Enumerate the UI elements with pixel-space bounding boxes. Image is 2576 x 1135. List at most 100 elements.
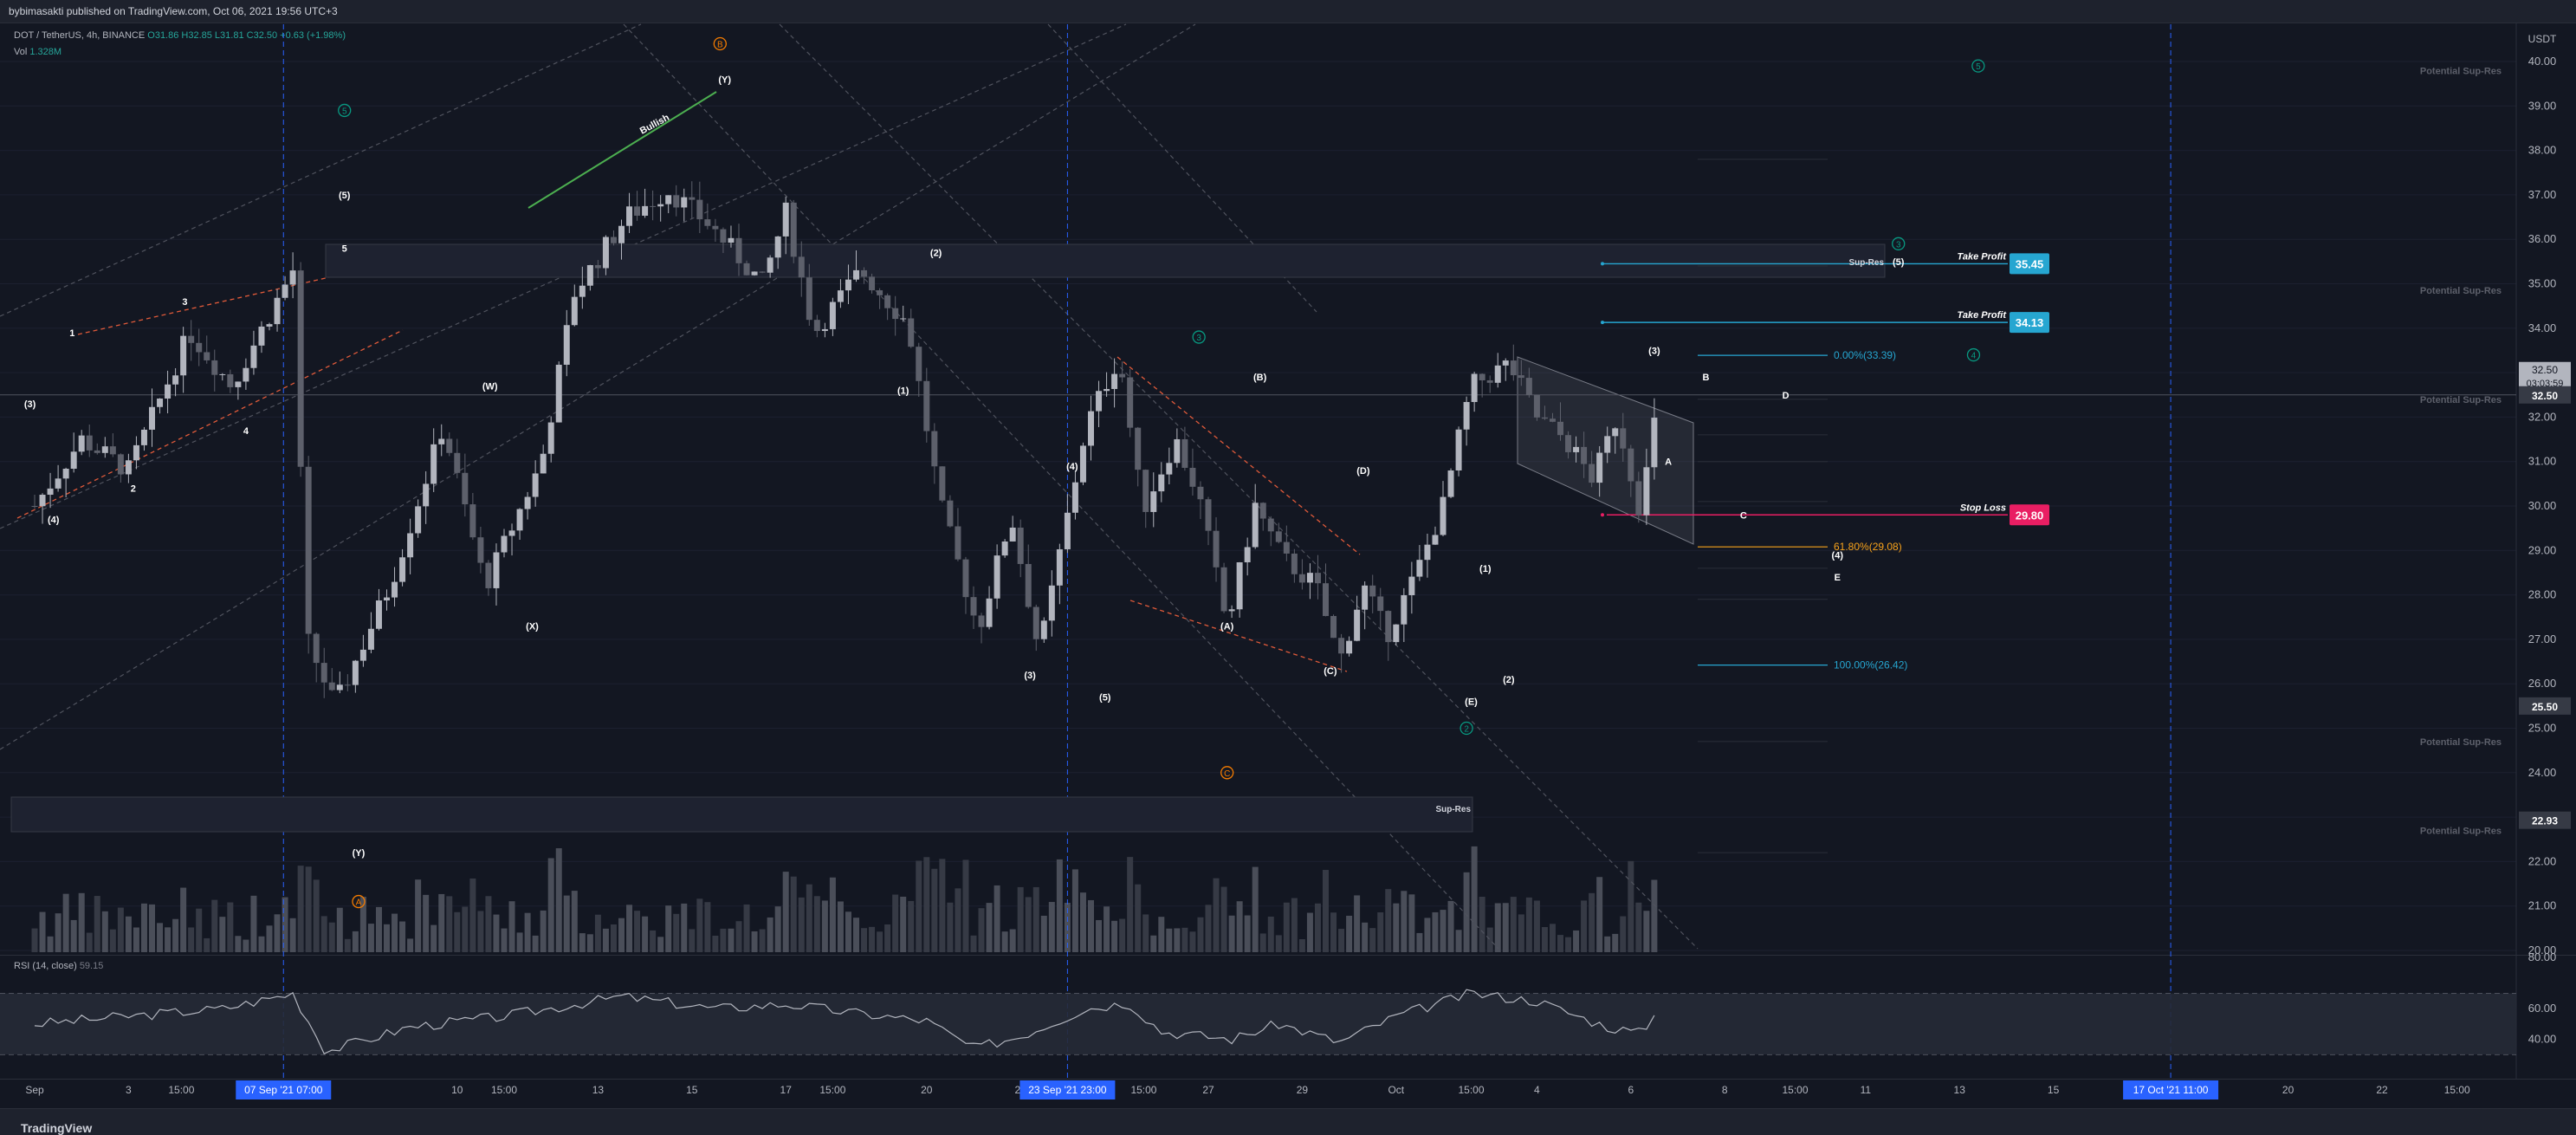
time-tick-label: 27 (1202, 1084, 1214, 1096)
candle-body (579, 285, 586, 297)
volume-bar (1369, 928, 1376, 952)
candle-body (1494, 365, 1501, 383)
candle-body (31, 506, 38, 507)
circled-wave-label: 3 (1196, 334, 1201, 343)
volume-label[interactable]: Vol (14, 47, 28, 57)
time-tick-label: 15 (686, 1084, 698, 1096)
candle-body (1565, 435, 1572, 452)
volume-bar (1150, 935, 1157, 952)
candle-body (1220, 567, 1227, 612)
volume-bar (1424, 918, 1431, 952)
price-tick-label: 37.00 (2528, 188, 2557, 201)
candle-body (508, 530, 515, 536)
volume-bar (1573, 930, 1580, 952)
candle-body (1174, 438, 1181, 464)
volume-bar (829, 877, 836, 952)
candle-body (352, 660, 359, 685)
volume-bar (157, 923, 164, 952)
volume-bar (1502, 903, 1509, 952)
candle-body (1362, 585, 1369, 610)
candle-body (149, 406, 155, 430)
wave-label: (2) (930, 249, 942, 259)
volume-bar (947, 902, 954, 952)
wedge-lower (16, 329, 404, 519)
volume-bar (1494, 903, 1501, 952)
candle-body (101, 446, 108, 453)
volume-bar (477, 911, 484, 952)
volume-bar (204, 937, 210, 952)
candle-body (673, 195, 680, 208)
volume-bar (673, 913, 680, 952)
symbol-label[interactable]: DOT / TetherUS, 4h, BINANCE (14, 30, 146, 41)
price-tick-label: 32.00 (2528, 410, 2557, 423)
rsi-line (34, 989, 1655, 1054)
price-tick-label: 31.00 (2528, 455, 2557, 468)
sup-res-label: Potential Sup-Res (2420, 737, 2502, 748)
price-level-badge-text: 22.93 (2532, 815, 2558, 827)
volume-bar (813, 896, 820, 952)
candle-body (430, 444, 437, 484)
volume-bar (219, 917, 226, 952)
candle-body (642, 205, 649, 216)
candle-body (1369, 585, 1376, 597)
candle-body (1025, 563, 1032, 607)
candle-body (767, 257, 773, 273)
circled-wave-marker (1966, 347, 1981, 362)
volume-bar (821, 900, 828, 952)
candle-body (704, 219, 711, 226)
candle-body (1071, 482, 1078, 513)
candle-body (1298, 574, 1305, 583)
circled-wave-label: C (1224, 769, 1230, 779)
volume-bar (352, 931, 359, 952)
volume-bar (986, 903, 993, 952)
candle-body (1314, 573, 1321, 584)
candle-body (274, 297, 281, 325)
volume-bar (1330, 912, 1337, 952)
wave-label: (X) (526, 622, 539, 632)
time-tick-label: 13 (592, 1084, 605, 1096)
volume-bar (1643, 911, 1650, 952)
trade-level-label: Stop Loss (1960, 503, 2006, 513)
candle-body (1048, 585, 1055, 621)
volume-bar (900, 896, 907, 952)
candle-body (375, 600, 382, 629)
volume-bar (1181, 927, 1188, 952)
candle-body (1479, 373, 1485, 380)
volume-bar (1612, 933, 1619, 952)
volume-bar (532, 935, 539, 952)
volume-bar (869, 926, 876, 952)
volume-bar (266, 925, 273, 952)
volume-bar (743, 904, 750, 952)
candle-body (610, 237, 617, 243)
volume-bar (1440, 910, 1447, 952)
time-tick-label: 29 (1297, 1084, 1309, 1096)
rsi-band (0, 993, 2516, 1054)
volume-bar (62, 893, 69, 952)
wave-label: (3) (1024, 671, 1036, 681)
candle-body (78, 435, 85, 452)
volume-bar (133, 927, 139, 952)
candle-body (1189, 467, 1196, 487)
candle-body (140, 429, 147, 445)
volume-bar (1471, 846, 1478, 952)
price-chart[interactable]: Potential Sup-Res Potential Sup-Res Potent… (0, 23, 2576, 1108)
volume-bar (1589, 892, 1595, 952)
volume-bar (501, 928, 508, 952)
wave-label: (5) (339, 191, 351, 201)
candle-body (157, 399, 164, 407)
circled-wave-label: A (356, 898, 362, 908)
wave-label: (5) (1099, 693, 1111, 704)
volume-bar (336, 907, 343, 952)
candle-body (367, 628, 374, 650)
rsi-legend[interactable]: RSI (14, close) 59.15 (14, 961, 103, 971)
volume-bar (1127, 857, 1134, 952)
volume-bar (602, 928, 609, 952)
volume-bar (1377, 912, 1384, 952)
volume-bar (399, 921, 406, 952)
volume-bar (837, 901, 844, 952)
candle-body (1104, 388, 1110, 392)
candle-body (1573, 446, 1580, 452)
volume-bar (712, 935, 719, 952)
channel-upper (0, 23, 642, 317)
candle-body (602, 237, 609, 269)
